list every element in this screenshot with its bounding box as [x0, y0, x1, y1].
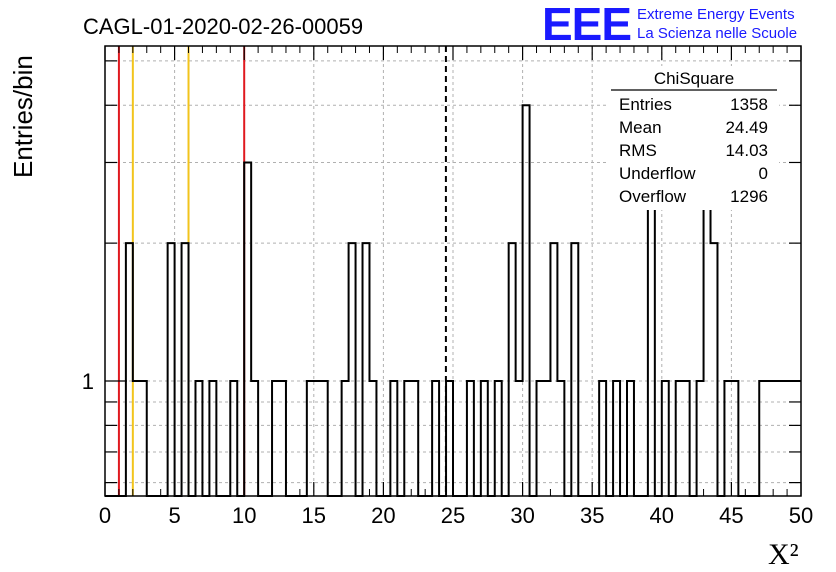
axis-tick-labels: 0 5 10 15 20 25 30 35 40 45 50 1 [82, 369, 813, 528]
x-tick-label: 25 [441, 503, 465, 528]
x-tick-label: 5 [168, 503, 180, 528]
eee-logo: EEE Extreme Energy Events La Scienza nel… [542, 0, 797, 50]
stats-value: 24.49 [725, 118, 768, 137]
stats-value: 0 [759, 164, 768, 183]
stats-box: ChiSquare Entries 1358 Mean 24.49 RMS 14… [609, 66, 779, 210]
x-tick-label: 15 [302, 503, 326, 528]
x-tick-label: 10 [232, 503, 256, 528]
stats-value: 14.03 [725, 141, 768, 160]
axis-ticks [104, 46, 802, 496]
stats-label: Entries [619, 95, 672, 114]
x-tick-label: 20 [371, 503, 395, 528]
x-tick-label: 0 [99, 503, 111, 528]
x-tick-label: 50 [789, 503, 813, 528]
x-tick-label: 45 [719, 503, 743, 528]
stats-label: Overflow [619, 187, 687, 206]
x-tick-label: 35 [580, 503, 604, 528]
logo-line-1: Extreme Energy Events [637, 6, 795, 23]
stats-label: RMS [619, 141, 657, 160]
x-tick-label: 40 [650, 503, 674, 528]
y-tick-label: 1 [82, 369, 94, 394]
logo-line-2: La Scienza nelle Scuole [637, 25, 797, 42]
stats-value: 1296 [730, 187, 768, 206]
stats-label: Underflow [619, 164, 696, 183]
y-axis-label: Entries/bin [8, 55, 38, 178]
stats-title: ChiSquare [654, 69, 734, 88]
eee-logo-mark: EEE [542, 0, 631, 50]
chart-title: CAGL-01-2020-02-26-00059 [83, 14, 363, 39]
x-tick-label: 30 [510, 503, 534, 528]
stats-label: Mean [619, 118, 662, 137]
histogram-line [105, 104, 801, 497]
x-axis-label: X² [768, 538, 799, 571]
stats-value: 1358 [730, 95, 768, 114]
